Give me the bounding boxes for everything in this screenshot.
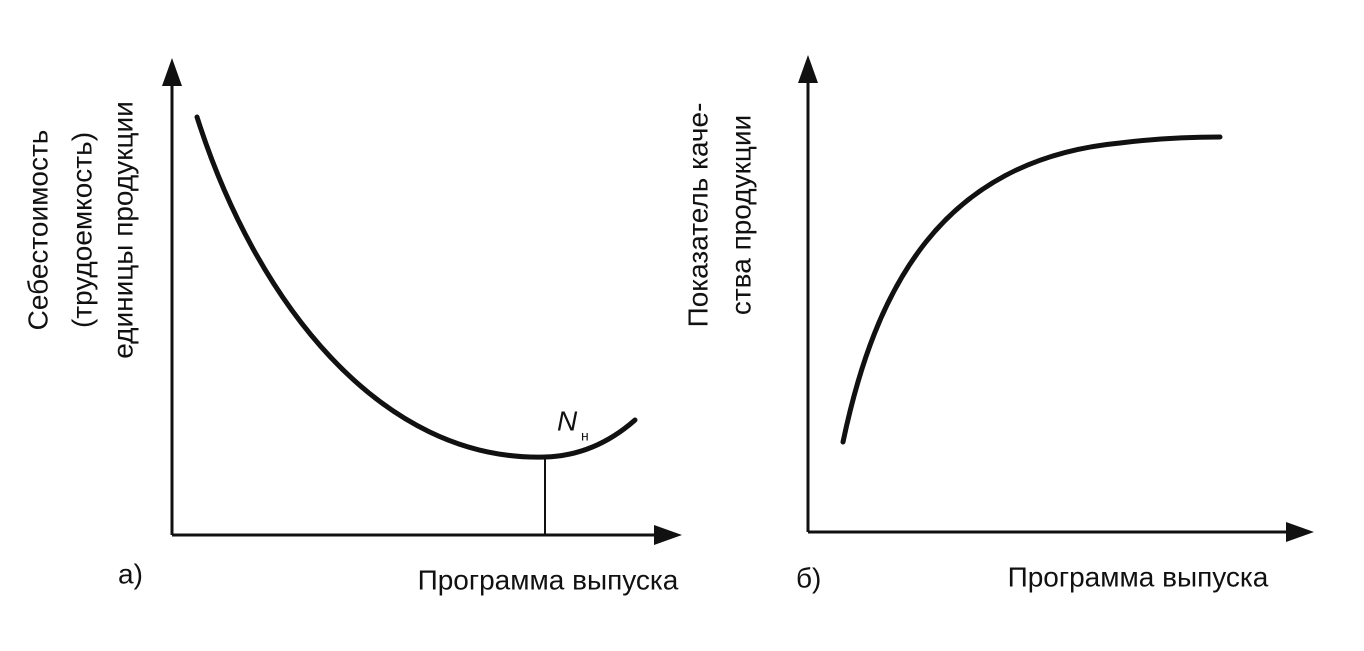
panel-a: N н Себестоимость (трудоемкость) единицы… xyxy=(22,58,682,595)
point-label: N xyxy=(557,405,578,436)
quality-curve xyxy=(840,134,1223,445)
panel-label: б) xyxy=(796,562,821,593)
point-label-sub: н xyxy=(581,428,589,444)
panel-b: Показатель каче- ства продукции б) Прогр… xyxy=(682,55,1314,593)
y-label: единицы продукции xyxy=(107,101,138,359)
panel-label: а) xyxy=(118,558,143,589)
x-label: Программа выпуска xyxy=(418,564,679,595)
cost-curve xyxy=(194,114,638,460)
y-label: Показатель каче- xyxy=(682,103,713,328)
x-label: Программа выпуска xyxy=(1008,561,1269,592)
y-label: Себестоимость xyxy=(22,130,53,331)
y-label: ства продукции xyxy=(725,115,756,315)
x-axis-arrow xyxy=(654,525,682,545)
y-axis-arrow xyxy=(162,58,182,86)
y-label: (трудоемкость) xyxy=(66,132,97,328)
x-axis-arrow xyxy=(1286,522,1314,542)
y-axis-arrow xyxy=(798,55,818,83)
